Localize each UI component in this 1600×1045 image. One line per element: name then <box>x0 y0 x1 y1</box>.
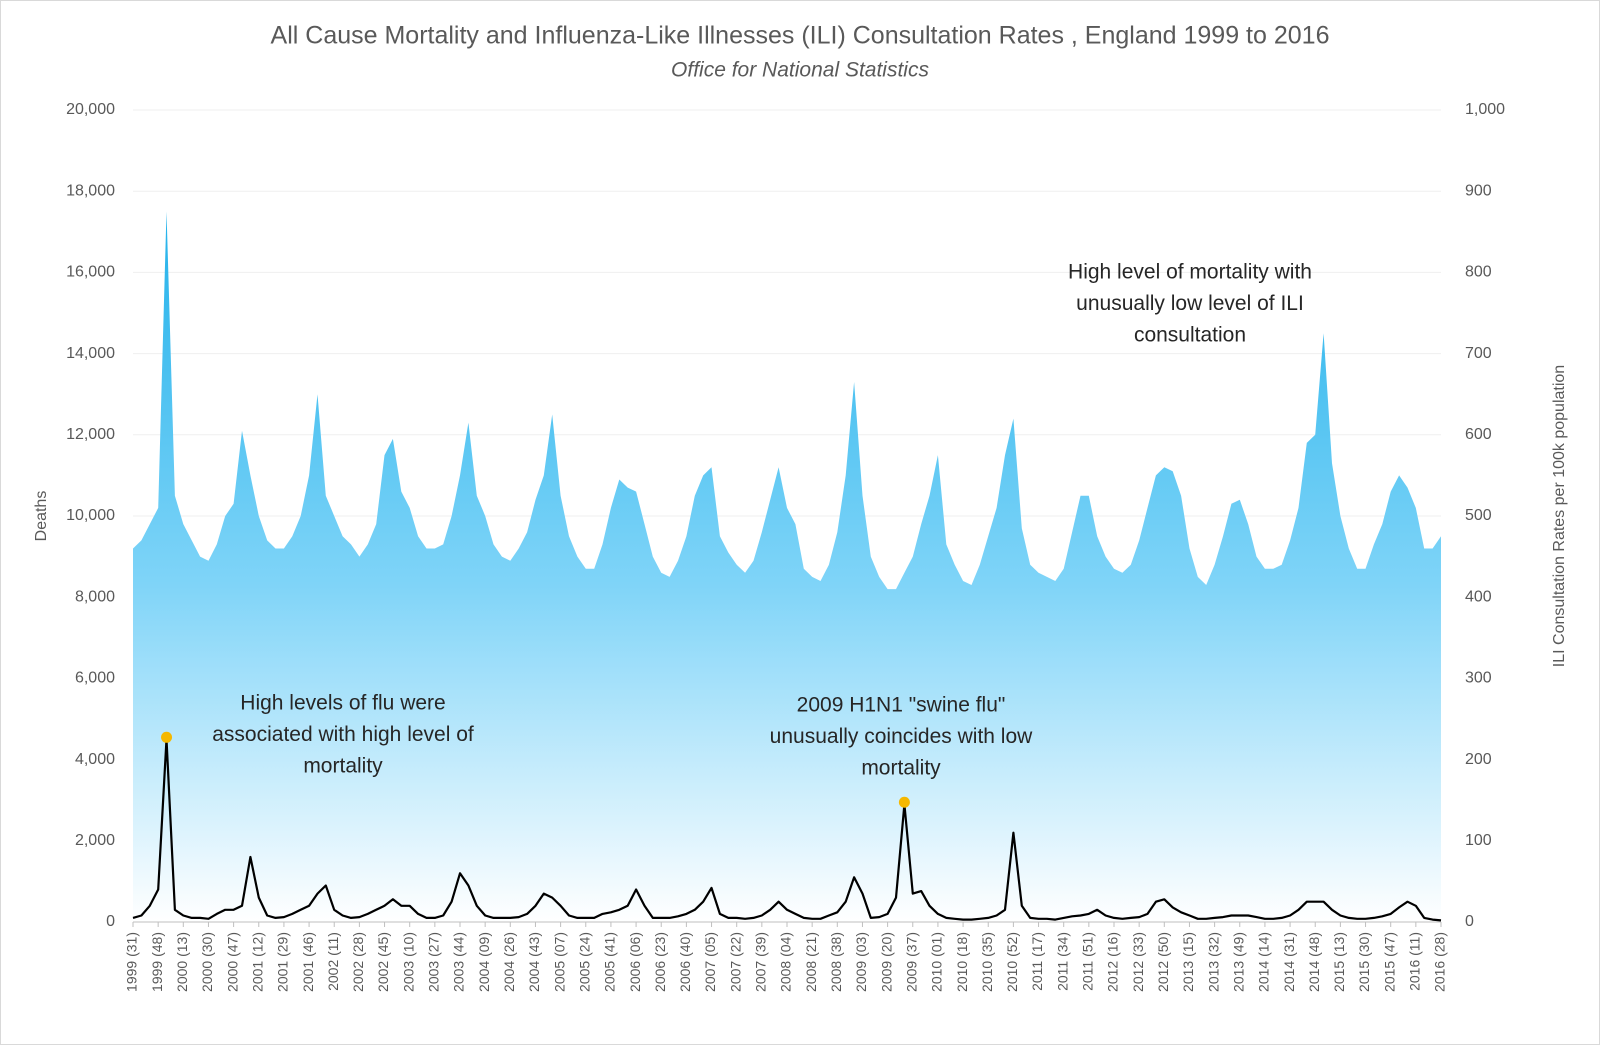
x-tick-label: 2001 (12) <box>249 932 265 992</box>
x-tick-label: 2011 (17) <box>1029 932 1045 991</box>
y-tick-label: 20,000 <box>66 101 115 118</box>
x-tick-label: 2015 (30) <box>1356 932 1372 992</box>
x-tick-label: 2009 (03) <box>853 932 869 992</box>
highlight-dot <box>898 796 910 808</box>
y-tick-label: 10,000 <box>66 507 115 524</box>
y2-tick-label: 300 <box>1465 670 1492 687</box>
highlight-dot <box>161 731 173 743</box>
x-tick-label: 2010 (18) <box>954 932 970 992</box>
x-tick-label: 2004 (09) <box>476 932 492 992</box>
x-tick-label: 2011 (51) <box>1080 932 1096 991</box>
x-tick-label: 2007 (39) <box>753 932 769 992</box>
x-tick-label: 2012 (33) <box>1130 932 1146 992</box>
chart-subtitle: Office for National Statistics <box>671 59 929 82</box>
y-tick-label: 8,000 <box>75 588 115 605</box>
y2-tick-label: 1,000 <box>1465 101 1505 118</box>
x-tick-label: 2016 (11) <box>1407 932 1423 991</box>
deaths-area <box>133 211 1441 922</box>
y2-tick-label: 0 <box>1465 913 1474 930</box>
annotation: associated with high level of <box>212 723 474 746</box>
x-tick-label: 2004 (26) <box>501 932 517 992</box>
x-tick-label: 2014 (14) <box>1256 932 1272 992</box>
x-tick-label: 2008 (38) <box>828 932 844 992</box>
x-tick-label: 2002 (11) <box>325 932 341 991</box>
x-tick-label: 2012 (16) <box>1105 932 1121 992</box>
x-tick-label: 2013 (49) <box>1230 932 1246 992</box>
y-tick-label: 12,000 <box>66 426 115 443</box>
annotation: mortality <box>303 755 383 778</box>
y2-tick-label: 200 <box>1465 751 1492 768</box>
x-tick-label: 2000 (30) <box>199 932 215 992</box>
ili-line <box>132 738 1442 922</box>
x-tick-label: 2000 (13) <box>174 932 190 992</box>
x-tick-label: 2013 (32) <box>1205 932 1221 992</box>
x-tick-label: 2006 (06) <box>627 932 643 992</box>
annotation: 2009 H1N1 "swine flu" <box>797 694 1006 717</box>
annotation: consultation <box>1134 324 1246 347</box>
y-tick-label: 6,000 <box>75 670 115 687</box>
y2-tick-label: 100 <box>1465 832 1492 849</box>
y2-tick-label: 400 <box>1465 588 1492 605</box>
x-tick-label: 2002 (28) <box>350 932 366 992</box>
x-tick-label: 2013 (15) <box>1180 932 1196 992</box>
x-tick-label: 2012 (50) <box>1155 932 1171 992</box>
x-tick-label: 2001 (46) <box>300 932 316 992</box>
x-tick-label: 2006 (40) <box>677 932 693 992</box>
annotation: mortality <box>861 757 941 780</box>
x-tick-label: 2004 (43) <box>526 932 542 992</box>
x-tick-label: 2000 (47) <box>224 932 240 992</box>
x-tick-label: 2009 (37) <box>903 932 919 992</box>
x-tick-label: 2014 (48) <box>1306 932 1322 992</box>
y-axis-label: Deaths <box>33 491 50 542</box>
y-tick-label: 4,000 <box>75 751 115 768</box>
x-tick-label: 2003 (44) <box>451 932 467 992</box>
x-tick-label: 2005 (24) <box>576 932 592 992</box>
annotation: unusually coincides with low <box>770 725 1033 748</box>
y-tick-label: 18,000 <box>66 182 115 199</box>
annotation: unusually low level of ILI <box>1076 292 1304 315</box>
annotation: High levels of flu were <box>240 692 445 715</box>
y-tick-label: 2,000 <box>75 832 115 849</box>
x-tick-label: 2003 (27) <box>426 932 442 992</box>
y-tick-label: 0 <box>106 913 115 930</box>
x-tick-label: 2005 (07) <box>551 932 567 992</box>
y2-tick-label: 700 <box>1465 345 1492 362</box>
x-tick-label: 2001 (29) <box>275 932 291 992</box>
y2-axis-label: ILI Consultation Rates per 100k populati… <box>1551 365 1568 667</box>
x-tick-label: 2010 (52) <box>1004 932 1020 992</box>
y2-tick-label: 800 <box>1465 264 1492 281</box>
x-tick-label: 2009 (20) <box>878 932 894 992</box>
x-tick-label: 2008 (21) <box>803 932 819 992</box>
x-tick-label: 1999 (48) <box>149 932 165 992</box>
x-tick-label: 2005 (41) <box>602 932 618 992</box>
y-tick-label: 14,000 <box>66 345 115 362</box>
x-tick-label: 2010 (01) <box>929 932 945 992</box>
x-tick-label: 2014 (31) <box>1281 932 1297 992</box>
y2-tick-label: 500 <box>1465 507 1492 524</box>
x-tick-label: 2002 (45) <box>375 932 391 992</box>
x-tick-label: 2010 (35) <box>979 932 995 992</box>
x-tick-label: 2015 (47) <box>1381 932 1397 992</box>
x-tick-label: 2011 (34) <box>1054 932 1070 991</box>
chart-title: All Cause Mortality and Influenza-Like I… <box>271 22 1330 50</box>
x-tick-label: 2006 (23) <box>652 932 668 992</box>
y2-tick-label: 900 <box>1465 182 1492 199</box>
y-tick-label: 16,000 <box>66 264 115 281</box>
y2-tick-label: 600 <box>1465 426 1492 443</box>
x-tick-label: 2015 (13) <box>1331 932 1347 992</box>
x-tick-label: 2007 (22) <box>727 932 743 992</box>
x-tick-label: 2007 (05) <box>702 932 718 992</box>
x-tick-label: 1999 (31) <box>124 932 140 992</box>
annotation: High level of mortality with <box>1068 261 1312 284</box>
x-tick-label: 2016 (28) <box>1432 932 1448 992</box>
x-tick-label: 2008 (04) <box>778 932 794 992</box>
x-tick-label: 2003 (10) <box>400 932 416 992</box>
